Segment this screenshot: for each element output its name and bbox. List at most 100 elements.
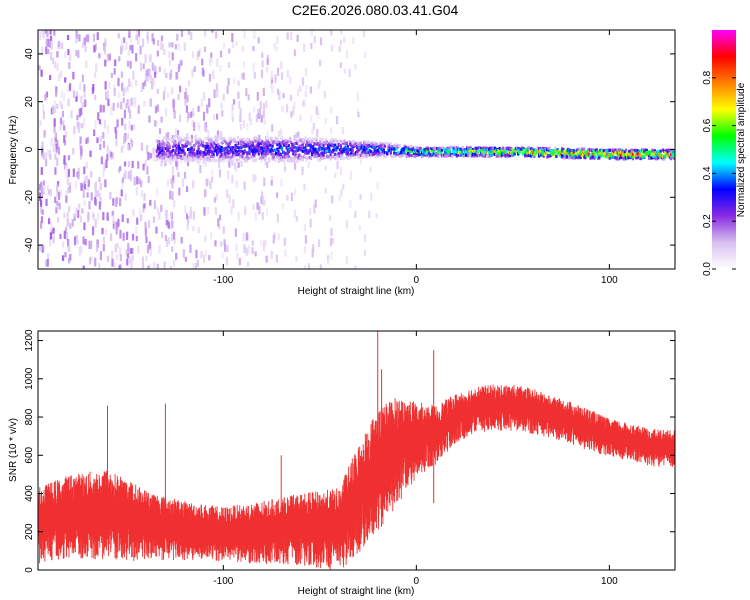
spectrogram-cell [90, 171, 93, 178]
spectrogram-cell [84, 239, 87, 246]
spectrogram-cell [592, 149, 595, 153]
spectrogram-cell [252, 204, 255, 210]
spectrogram-cell [495, 148, 498, 152]
spectrogram-cell [514, 149, 517, 153]
spectrogram-cell [130, 140, 134, 148]
spectrogram-cell [375, 144, 379, 148]
spectrogram-cell [349, 199, 352, 209]
spectrogram-cell [631, 151, 634, 155]
spectrogram-cell [312, 244, 315, 253]
spectrogram-cell [106, 90, 110, 99]
spectrogram-cell [352, 144, 355, 148]
spectrogram-cell [259, 141, 263, 145]
spectrogram-cell [335, 115, 339, 125]
spectrogram-cell [184, 92, 187, 99]
spectrogram-cell [42, 110, 46, 120]
spectrogram-cell [362, 30, 366, 38]
spectrogram-cell [49, 232, 53, 240]
spectrogram-cell [573, 155, 577, 159]
spectrogram-cell [517, 152, 520, 156]
spectrogram-cell [90, 192, 93, 201]
spectrogram-cell [221, 153, 224, 157]
spectrogram-cell [299, 114, 302, 122]
spectrogram-cell [273, 136, 277, 140]
spectrogram-cell [171, 233, 174, 242]
spectrogram-cell [437, 153, 440, 157]
spectrogram-cell [551, 152, 555, 156]
spectrogram-cell [292, 152, 295, 156]
spectrogram-cell [175, 143, 178, 147]
spectrogram-cell [657, 149, 660, 153]
spectrogram-cell [580, 147, 584, 151]
spectrogram-cell [96, 190, 99, 198]
spectrogram-cell [572, 153, 575, 157]
spectrogram-cell [411, 148, 414, 152]
spectrogram-cell [123, 161, 127, 167]
spectrogram-cell [82, 265, 85, 269]
spectrogram-cell [447, 153, 450, 157]
spectrogram-cell [352, 143, 355, 147]
spectrogram-cell [245, 247, 248, 256]
spectrogram-cell [243, 159, 246, 163]
spectrogram-cell [211, 158, 214, 162]
spectrogram-cell [668, 148, 672, 152]
spectrogram-cell [188, 152, 191, 156]
spectrogram-cell [225, 154, 228, 158]
spectrogram-cell [313, 204, 316, 214]
spectrogram-cell [67, 155, 71, 161]
spectrogram-cell [496, 154, 499, 158]
spectrogram-cell [270, 147, 273, 151]
spectrogram-cell [379, 153, 382, 157]
spectrogram-cell [75, 207, 78, 217]
spectrogram-cell [624, 156, 628, 160]
spectrogram-cell [38, 65, 41, 71]
spectrogram-cell [332, 155, 336, 159]
spectrogram-cell [541, 146, 544, 150]
spectrogram-cell [505, 154, 508, 158]
spectrogram-cell [547, 154, 550, 158]
spectrogram-cell [251, 141, 255, 145]
spectrogram-cell [303, 155, 307, 159]
spectrogram-cell [99, 136, 102, 142]
spectrogram-cell [363, 249, 367, 257]
spectrogram-cell [106, 145, 109, 155]
spectrogram-cell [268, 159, 271, 163]
spectrogram-cell [287, 144, 290, 148]
spectrogram-cell [121, 39, 124, 48]
spectrogram-cell [444, 150, 447, 154]
spectrogram-cell [86, 183, 90, 191]
spectrogram-cell [63, 212, 66, 219]
spectrogram-cell [616, 151, 619, 155]
spectrogram-cell [407, 147, 410, 151]
spectrogram-cell [137, 30, 141, 39]
spectrogram-cell [243, 244, 246, 254]
spectrogram-cell [122, 232, 125, 241]
spectrogram-cell [415, 154, 418, 158]
spectrogram-cell [188, 158, 191, 162]
spectrogram-cell [647, 152, 651, 156]
spectrogram-cell [271, 124, 274, 132]
spectrogram-cell [565, 155, 568, 159]
spectrogram-cell [75, 38, 78, 44]
spectrogram-cell [371, 152, 374, 156]
spectrogram-cell [68, 185, 71, 193]
spectrogram-cell [498, 146, 501, 150]
spectrogram-cell [262, 244, 266, 251]
spectrogram-cell [595, 151, 599, 155]
spectrogram-cell [499, 148, 502, 152]
spectrogram-cell [90, 255, 93, 262]
spectrogram-cell [192, 156, 196, 160]
spectrogram-cell [85, 34, 88, 40]
colorbar-tick-label: 0.8 [702, 70, 713, 84]
spectrogram-cell [549, 154, 552, 158]
spectrogram-cell [387, 145, 390, 149]
spectrogram-cell [608, 148, 611, 152]
spectrogram-cell [199, 139, 202, 143]
spectrogram-cell [293, 145, 296, 149]
spectrogram-cell [343, 36, 346, 43]
spectrogram-cell [215, 151, 219, 155]
spectrogram-cell [248, 138, 251, 142]
spectrogram-cell [59, 125, 62, 131]
spectrogram-cell [330, 138, 333, 142]
